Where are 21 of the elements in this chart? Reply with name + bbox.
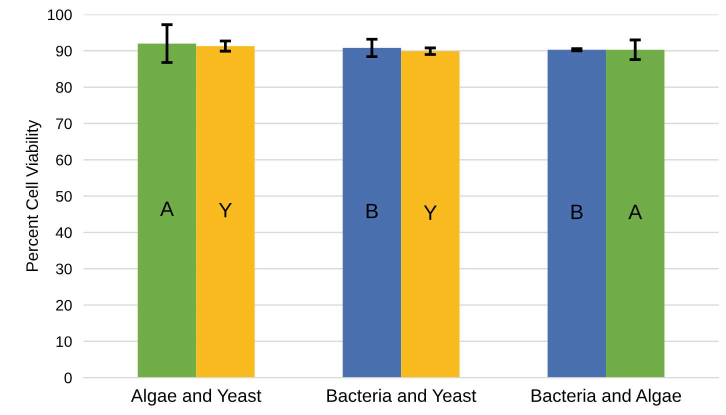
y-tick-label: 20	[56, 300, 72, 311]
y-tick-label: 10	[56, 336, 72, 348]
y-tick-label: 40	[56, 227, 72, 238]
data-label: Y	[424, 205, 437, 220]
y-tick-label: 30	[56, 264, 72, 274]
x-tick-label: Algae and Yeast	[130, 388, 262, 406]
x-tick-label: Bacteria and Algae	[532, 388, 682, 406]
data-label: B	[366, 204, 378, 218]
y-tick-label: 0	[64, 372, 72, 384]
data-label: B	[572, 204, 583, 220]
y-tick-label: 60	[56, 154, 72, 166]
y-tick-label: 70	[56, 118, 72, 130]
y-axis-title: Percent Cell Viability	[26, 120, 42, 271]
y-tick-label: 100	[48, 9, 72, 20]
data-label: Y	[218, 202, 232, 218]
x-tick-label: Bacteria and Yeast	[327, 388, 476, 402]
data-label: A	[628, 204, 642, 220]
y-tick-label: 50	[56, 190, 72, 202]
data-label: A	[160, 202, 174, 216]
y-tick-label: 90	[56, 46, 72, 57]
y-tick-label: 80	[56, 82, 72, 93]
